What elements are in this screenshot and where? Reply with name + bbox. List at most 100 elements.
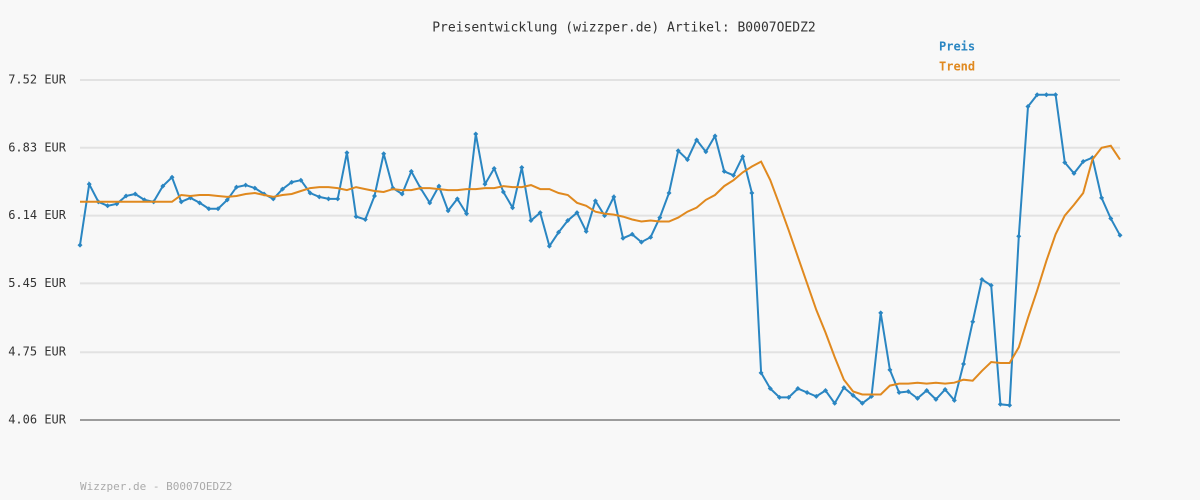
- point-marker: [510, 205, 516, 211]
- point-marker: [436, 183, 442, 189]
- point-marker: [215, 206, 221, 212]
- point-marker: [758, 370, 764, 376]
- point-marker: [243, 182, 249, 188]
- point-marker: [970, 319, 976, 325]
- point-marker: [933, 396, 939, 402]
- point-marker: [160, 183, 166, 189]
- point-marker: [942, 387, 948, 393]
- point-marker: [454, 196, 460, 202]
- point-marker: [427, 200, 433, 206]
- point-marker: [565, 218, 571, 224]
- point-marker: [197, 200, 203, 206]
- point-marker: [325, 196, 331, 202]
- point-marker: [1099, 195, 1105, 201]
- point-marker: [233, 184, 239, 190]
- point-marker: [878, 310, 884, 316]
- point-marker: [316, 194, 322, 200]
- point-marker: [556, 229, 562, 235]
- point-marker: [1080, 159, 1086, 165]
- point-marker: [1034, 92, 1040, 98]
- point-marker: [1016, 233, 1022, 239]
- point-marker: [537, 210, 543, 216]
- point-marker: [206, 206, 212, 212]
- point-marker: [915, 395, 921, 401]
- point-marker: [353, 214, 359, 220]
- point-marker: [859, 400, 865, 406]
- point-marker: [1025, 104, 1031, 110]
- point-marker: [795, 386, 801, 392]
- footer: Wizzper.de - B0007OEDZ2: [80, 480, 232, 493]
- point-marker: [721, 168, 727, 174]
- y-tick-label: 6.14 EUR: [8, 208, 67, 222]
- point-marker: [473, 131, 479, 137]
- y-tick-label: 6.83 EUR: [8, 140, 67, 154]
- point-marker: [749, 190, 755, 196]
- point-marker: [951, 397, 957, 403]
- point-marker: [583, 228, 589, 234]
- point-marker: [611, 194, 617, 200]
- point-marker: [169, 174, 175, 180]
- point-marker: [528, 218, 534, 224]
- chart-title: Preisentwicklung (wizzper.de) Artikel: B…: [432, 21, 816, 36]
- point-marker: [123, 193, 129, 199]
- point-marker: [804, 389, 810, 395]
- point-marker: [491, 165, 497, 171]
- point-marker: [822, 388, 828, 394]
- legend-label: Preis: [939, 40, 975, 54]
- point-marker: [77, 242, 83, 248]
- point-marker: [1053, 92, 1059, 98]
- point-marker: [1108, 216, 1114, 222]
- point-marker: [841, 385, 847, 391]
- point-marker: [694, 137, 700, 143]
- series-line: [80, 144, 1121, 396]
- point-marker: [279, 186, 285, 192]
- point-marker: [289, 179, 295, 185]
- point-marker: [961, 361, 967, 367]
- point-marker: [445, 208, 451, 214]
- point-marker: [1117, 232, 1123, 238]
- point-marker: [519, 164, 525, 170]
- point-marker: [372, 193, 378, 199]
- y-tick-label: 4.75 EUR: [8, 345, 67, 359]
- point-marker: [574, 210, 580, 216]
- point-marker: [703, 149, 709, 155]
- point-marker: [482, 181, 488, 187]
- point-marker: [776, 394, 782, 400]
- point-marker: [740, 154, 746, 160]
- point-marker: [1007, 402, 1013, 408]
- point-marker: [298, 177, 304, 183]
- point-marker: [850, 392, 856, 398]
- point-marker: [252, 185, 258, 191]
- point-marker: [335, 196, 341, 202]
- point-marker: [997, 401, 1003, 407]
- point-marker: [132, 191, 138, 197]
- point-marker: [786, 394, 792, 400]
- point-marker: [924, 388, 930, 394]
- point-marker: [500, 189, 506, 195]
- point-marker: [1071, 170, 1077, 176]
- point-marker: [813, 393, 819, 399]
- point-marker: [1062, 160, 1068, 166]
- point-marker: [684, 157, 690, 163]
- point-marker: [399, 191, 405, 197]
- point-marker: [629, 231, 635, 237]
- point-marker: [464, 211, 470, 217]
- point-marker: [675, 148, 681, 154]
- point-marker: [86, 181, 92, 187]
- point-marker: [712, 133, 718, 139]
- legend-label: Trend: [939, 60, 975, 74]
- point-marker: [344, 150, 350, 156]
- point-marker: [905, 389, 911, 395]
- point-marker: [896, 389, 902, 395]
- point-marker: [887, 367, 893, 373]
- y-tick-label: 7.52 EUR: [8, 73, 67, 87]
- point-marker: [178, 199, 184, 205]
- point-marker: [105, 203, 111, 209]
- point-marker: [592, 198, 598, 204]
- point-marker: [988, 282, 994, 288]
- y-tick-label: 4.06 EUR: [8, 413, 67, 427]
- point-marker: [408, 168, 414, 174]
- point-marker: [657, 215, 663, 221]
- point-marker: [307, 190, 313, 196]
